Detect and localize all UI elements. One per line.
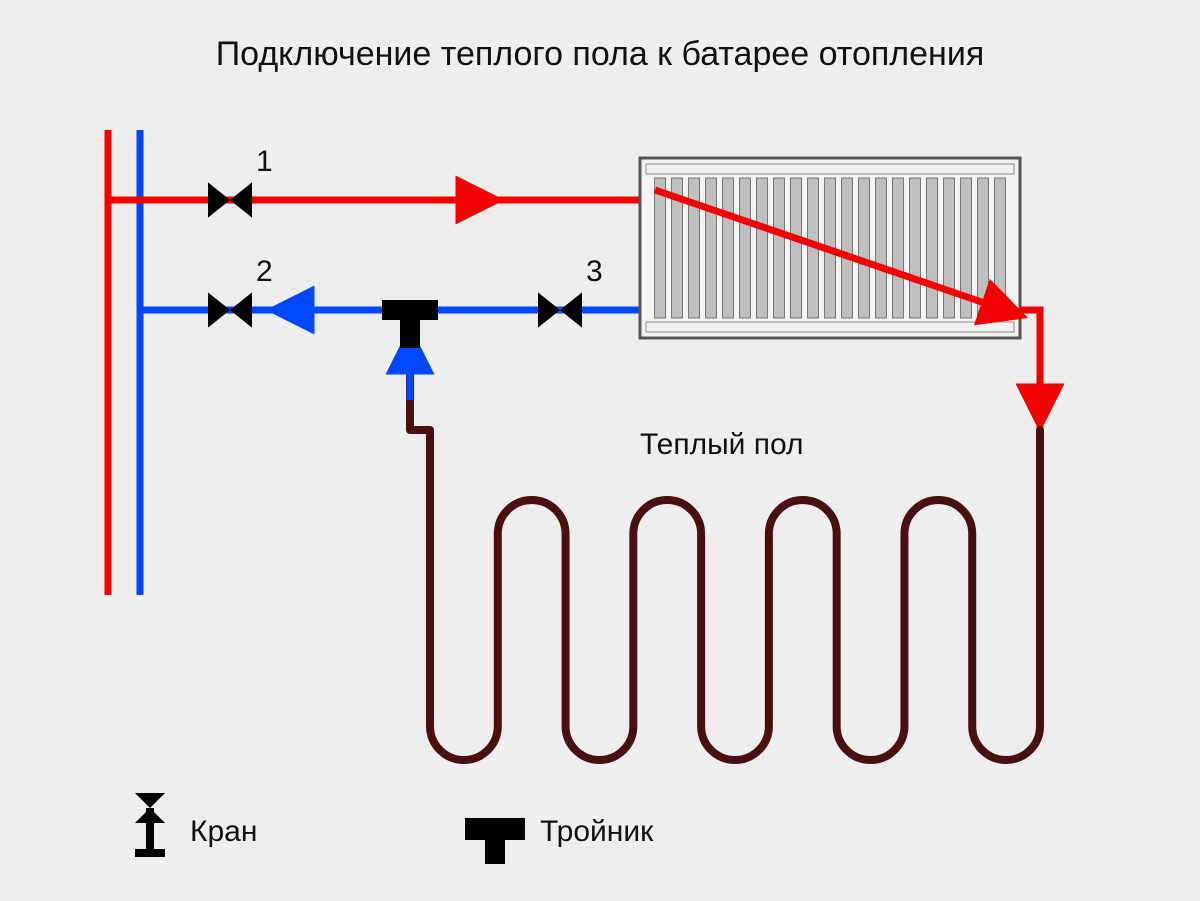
diagram-stage: Подключение теплого пола к батарее отопл… (0, 0, 1200, 901)
legend-tee-icon (465, 818, 525, 864)
valve-label-2: 2 (256, 255, 273, 289)
legend-valve-icon (135, 793, 165, 853)
valve-icon (208, 292, 252, 327)
valve-label-1: 1 (256, 145, 273, 179)
valve-icon (208, 182, 252, 217)
floor-heating-label: Теплый пол (640, 428, 804, 462)
floor-heating-coil (410, 348, 1040, 760)
valve-label-3: 3 (586, 255, 603, 289)
valve-icon (538, 292, 582, 327)
tee-fitting (382, 300, 438, 348)
legend-valve-label: Кран (190, 815, 257, 849)
heating-diagram-svg (0, 0, 1200, 901)
legend-tee-label: Тройник (540, 815, 653, 849)
